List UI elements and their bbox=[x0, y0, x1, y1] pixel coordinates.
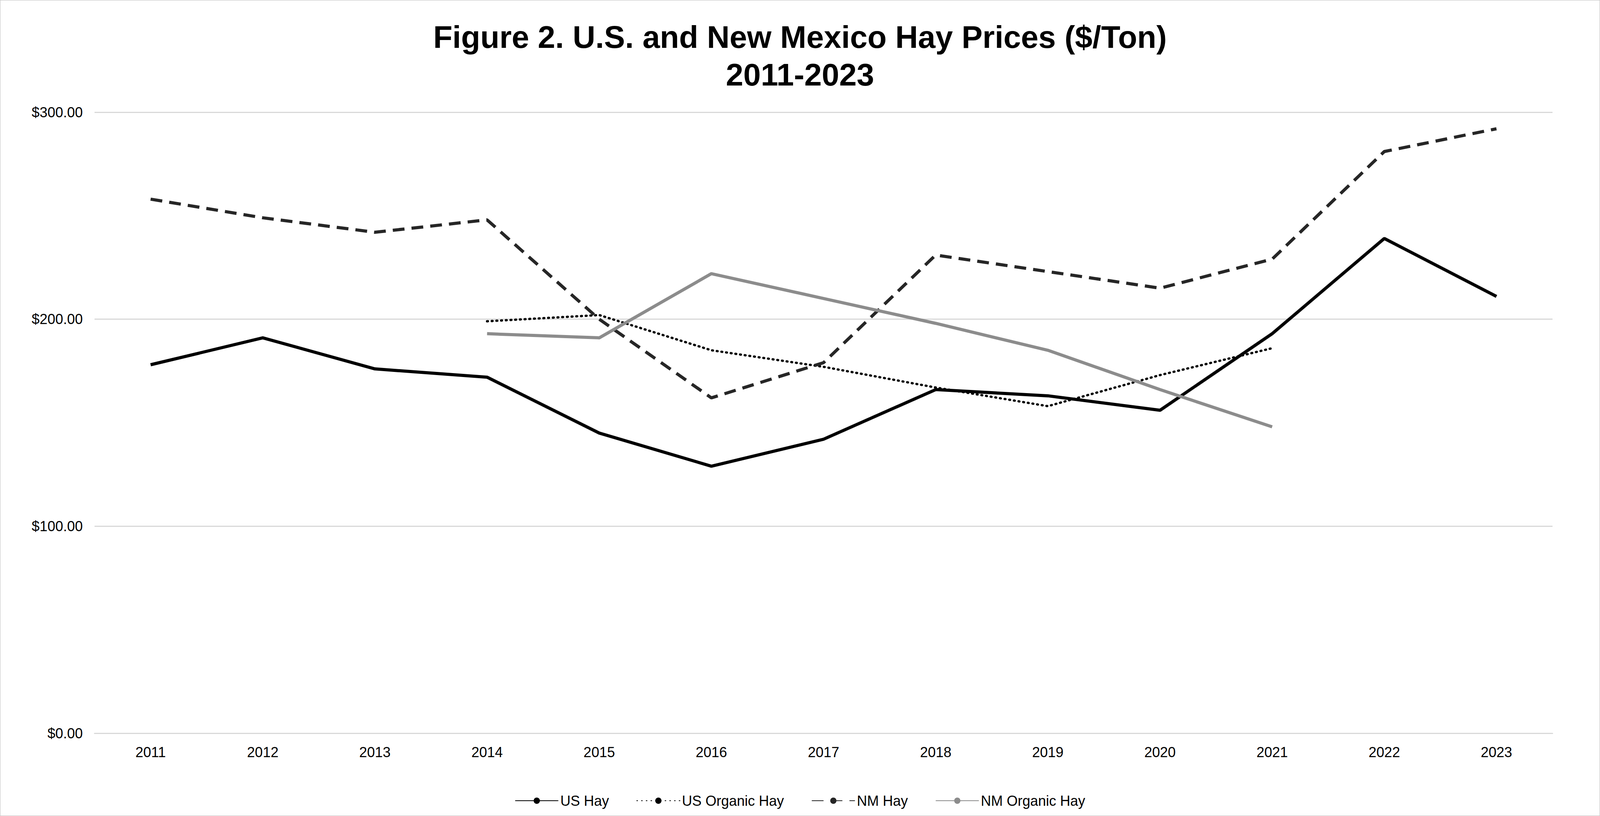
svg-text:2013: 2013 bbox=[359, 744, 391, 761]
svg-text:$0.00: $0.00 bbox=[47, 725, 83, 742]
svg-text:2021: 2021 bbox=[1256, 744, 1288, 761]
svg-text:2022: 2022 bbox=[1368, 744, 1400, 761]
svg-text:2012: 2012 bbox=[247, 744, 279, 761]
svg-text:2014: 2014 bbox=[471, 744, 503, 761]
svg-text:NM Hay: NM Hay bbox=[857, 792, 909, 809]
svg-text:Figure 2. U.S. and New Mexico: Figure 2. U.S. and New Mexico Hay Prices… bbox=[433, 19, 1167, 55]
svg-text:$300.00: $300.00 bbox=[31, 104, 83, 121]
svg-text:2015: 2015 bbox=[583, 744, 616, 761]
svg-text:2016: 2016 bbox=[695, 744, 728, 761]
svg-text:US Organic Hay: US Organic Hay bbox=[681, 792, 784, 809]
svg-text:$100.00: $100.00 bbox=[31, 518, 83, 535]
svg-text:2019: 2019 bbox=[1032, 744, 1064, 761]
svg-text:US Hay: US Hay bbox=[560, 792, 609, 809]
svg-text:2020: 2020 bbox=[1144, 744, 1176, 761]
svg-text:2011: 2011 bbox=[135, 744, 166, 761]
svg-text:2011-2023: 2011-2023 bbox=[725, 57, 874, 93]
svg-text:2017: 2017 bbox=[807, 744, 840, 761]
svg-text:2023: 2023 bbox=[1480, 744, 1513, 761]
svg-text:$200.00: $200.00 bbox=[31, 311, 83, 328]
svg-text:NM Organic Hay: NM Organic Hay bbox=[981, 792, 1086, 809]
svg-text:2018: 2018 bbox=[919, 744, 952, 761]
